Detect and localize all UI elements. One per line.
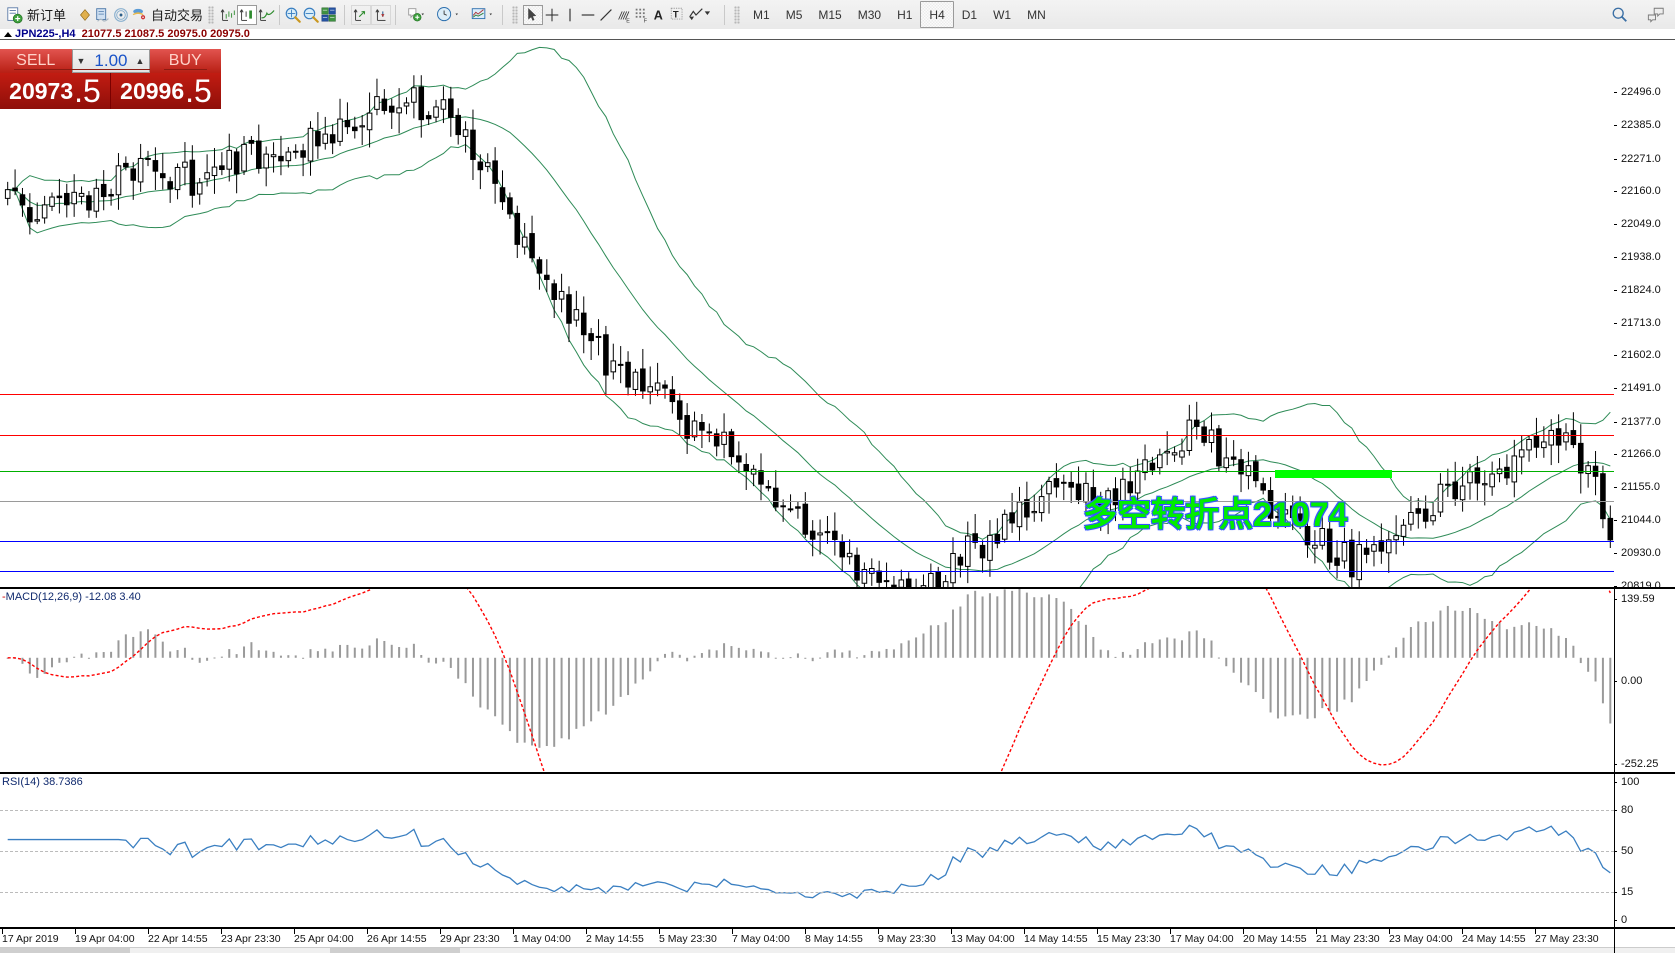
svg-text:F: F xyxy=(644,18,648,23)
svg-text:A: A xyxy=(654,8,663,22)
svg-text:E: E xyxy=(626,18,630,23)
svg-text:T: T xyxy=(673,9,679,20)
